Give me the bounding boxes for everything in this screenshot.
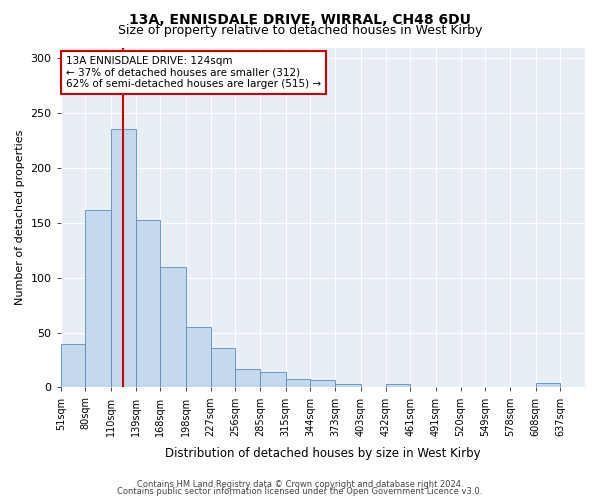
Bar [136, 220, 160, 388]
Text: Size of property relative to detached houses in West Kirby: Size of property relative to detached ho… [118, 24, 482, 37]
Bar [335, 384, 361, 388]
X-axis label: Distribution of detached houses by size in West Kirby: Distribution of detached houses by size … [165, 447, 481, 460]
Bar [211, 348, 235, 388]
Bar [286, 378, 310, 388]
Bar [186, 327, 211, 388]
Bar [160, 267, 186, 388]
Bar [386, 384, 410, 388]
Bar [111, 128, 136, 388]
Text: Contains public sector information licensed under the Open Government Licence v3: Contains public sector information licen… [118, 487, 482, 496]
Bar [85, 210, 111, 388]
Text: 13A ENNISDALE DRIVE: 124sqm
← 37% of detached houses are smaller (312)
62% of se: 13A ENNISDALE DRIVE: 124sqm ← 37% of det… [66, 56, 321, 89]
Bar [260, 372, 286, 388]
Text: Contains HM Land Registry data © Crown copyright and database right 2024.: Contains HM Land Registry data © Crown c… [137, 480, 463, 489]
Text: 13A, ENNISDALE DRIVE, WIRRAL, CH48 6DU: 13A, ENNISDALE DRIVE, WIRRAL, CH48 6DU [129, 12, 471, 26]
Bar [536, 383, 560, 388]
Bar [235, 368, 260, 388]
Bar [61, 344, 85, 388]
Bar [310, 380, 335, 388]
Y-axis label: Number of detached properties: Number of detached properties [15, 130, 25, 305]
